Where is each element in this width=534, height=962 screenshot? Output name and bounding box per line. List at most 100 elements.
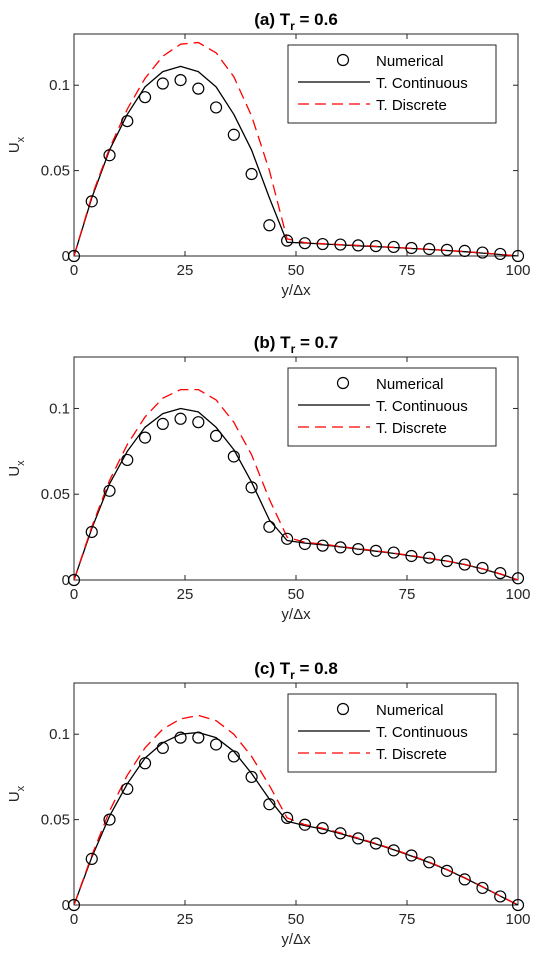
legend-label: Numerical: [376, 702, 444, 719]
numerical-point: [121, 453, 134, 467]
chart-panel-3: (c) Tr = 0.8 0 25 50 75 100 0 0.05 0.1 y/Δx Ux Nume…: [6, 659, 531, 948]
numerical-point: [369, 544, 383, 557]
x-tick-label: 0: [70, 262, 78, 279]
numerical-point: [334, 541, 347, 554]
x-tick-label: 25: [177, 911, 194, 928]
numerical-point: [281, 234, 294, 247]
legend-box: [287, 693, 497, 773]
y-tick-label: 0: [62, 897, 70, 914]
numerical-point: [316, 237, 329, 251]
numerical-point: [316, 539, 329, 552]
legend-label: T. Continuous: [376, 75, 468, 92]
numerical-point: [387, 844, 400, 857]
continuous-theory-line: [74, 731, 518, 905]
numerical-point: [352, 543, 365, 556]
numerical-point: [494, 247, 507, 261]
numerical-point: [245, 167, 258, 181]
x-tick-label: 100: [505, 262, 530, 279]
numerical-point: [476, 561, 489, 575]
numerical-point: [298, 818, 311, 831]
chart-title-subscript: r: [290, 19, 295, 33]
numerical-point: [192, 731, 205, 744]
discrete-theory-line: [74, 388, 518, 580]
chart-title: (b) Tr = 0.7: [254, 333, 339, 356]
chart-title: (a) Tr = 0.6: [254, 10, 338, 33]
legend-label: T. Continuous: [376, 724, 468, 741]
x-tick-label: 0: [70, 586, 78, 603]
numerical-point: [67, 249, 81, 263]
x-tick-label: 0: [70, 911, 78, 928]
numerical-point: [138, 757, 152, 770]
numerical-point: [85, 195, 98, 208]
numerical-point: [405, 849, 418, 862]
legend: Numerical T. Continuous T. Discrete: [287, 693, 497, 773]
numerical-point: [103, 813, 116, 826]
numerical-point: [85, 852, 98, 865]
numerical-point: [67, 573, 81, 587]
numerical-point: [298, 237, 311, 250]
y-tick-label: 0.1: [49, 726, 70, 743]
y-tick-label: 0.05: [41, 486, 70, 503]
numerical-point: [440, 864, 454, 877]
x-tick-label: 50: [288, 262, 305, 279]
numerical-point: [263, 520, 276, 533]
numerical-point: [476, 246, 489, 259]
chart-panel-2: (b) Tr = 0.7 0 25 50 75 100 0 0.05 0.1 y/Δx Ux Nume…: [6, 333, 531, 623]
numerical-point: [511, 572, 525, 585]
numerical-point: [494, 567, 507, 580]
legend-box: [287, 44, 497, 124]
chart-title-suffix: = 0.7: [295, 333, 338, 352]
discrete-theory-line: [74, 714, 518, 905]
numerical-point: [458, 244, 471, 257]
numerical-point: [316, 822, 329, 835]
chart-title-text: (b) T: [254, 333, 291, 352]
numerical-point: [263, 798, 276, 811]
numerical-point: [156, 741, 169, 754]
numerical-point: [209, 429, 223, 443]
numerical-point: [121, 782, 134, 795]
x-axis-label: y/Δx: [281, 606, 311, 623]
numerical-point: [281, 532, 294, 545]
y-axis-label-text: U: [6, 142, 23, 153]
chart-title-suffix: = 0.8: [295, 659, 338, 678]
numerical-point: [352, 832, 365, 845]
numerical-point: [103, 484, 116, 497]
numerical-point: [423, 242, 436, 256]
y-tick-label: 0: [62, 572, 70, 589]
chart-title-subscript: r: [291, 342, 296, 356]
numerical-point: [334, 238, 347, 251]
numerical-point: [209, 738, 223, 751]
x-tick-label: 75: [399, 262, 416, 279]
numerical-point: [458, 873, 471, 886]
numerical-point: [387, 546, 400, 559]
numerical-point: [85, 525, 98, 539]
x-axis-label: y/Δx: [281, 931, 311, 948]
chart-title: (c) Tr = 0.8: [254, 659, 338, 682]
y-axis-label: Ux: [6, 460, 27, 477]
chart-title-text: (c) T: [254, 659, 291, 678]
legend: Numerical T. Continuous T. Discrete: [287, 44, 497, 124]
y-tick-label: 0.1: [49, 400, 70, 417]
y-axis-label-text: U: [6, 791, 23, 802]
x-tick-label: 25: [177, 262, 194, 279]
numerical-point: [174, 74, 187, 87]
y-tick-label: 0.05: [41, 812, 70, 829]
chart-title-suffix: = 0.6: [295, 10, 338, 29]
y-axis-label-text: U: [6, 466, 23, 477]
numerical-point: [138, 431, 152, 444]
numerical-point: [192, 416, 205, 429]
legend-numerical-marker: [336, 702, 350, 716]
legend-label: T. Discrete: [376, 97, 447, 114]
numerical-point: [174, 731, 187, 744]
numerical-point: [263, 219, 276, 232]
numerical-point: [387, 240, 400, 254]
numerical-point: [227, 128, 240, 141]
x-axis-label: y/Δx: [281, 282, 311, 299]
legend-label: Numerical: [376, 53, 444, 70]
numerical-point: [511, 898, 525, 912]
numerical-point: [423, 551, 436, 564]
numerical-point: [138, 91, 152, 104]
y-axis-label-subscript: x: [15, 785, 27, 791]
numerical-point: [245, 481, 258, 494]
numerical-point: [405, 241, 418, 255]
